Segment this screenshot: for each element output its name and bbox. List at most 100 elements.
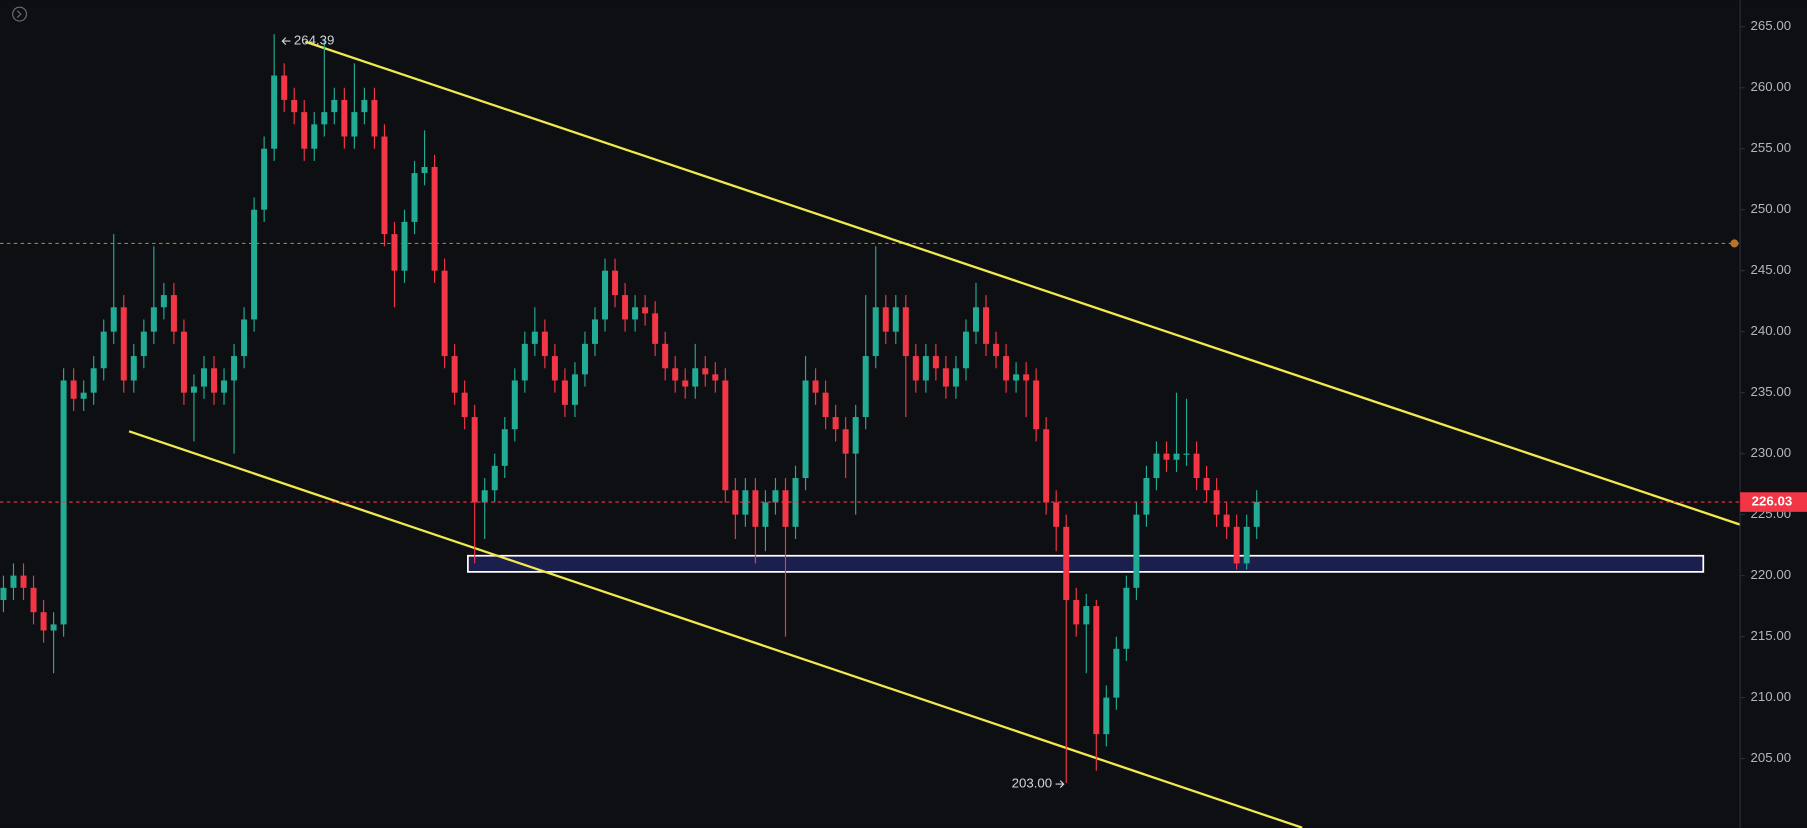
last-price-label: 226.03 bbox=[1752, 494, 1793, 509]
y-tick-label: 220.00 bbox=[1751, 567, 1792, 582]
candle-body bbox=[301, 112, 308, 149]
candle-body bbox=[80, 392, 87, 399]
candle-body bbox=[361, 99, 368, 113]
candle-body bbox=[802, 380, 809, 479]
candle-body bbox=[1133, 514, 1140, 588]
candle-body bbox=[722, 380, 729, 491]
candle-body bbox=[311, 124, 318, 149]
candle-body bbox=[251, 209, 258, 320]
candle-body bbox=[1233, 526, 1240, 564]
candle-body bbox=[341, 99, 348, 137]
candle-body bbox=[892, 307, 899, 332]
arrow-left bbox=[281, 37, 291, 45]
candle-body bbox=[531, 331, 538, 344]
y-tick-label: 265.00 bbox=[1751, 18, 1792, 33]
candle-body bbox=[962, 331, 969, 369]
candle-body bbox=[261, 148, 268, 210]
candle-body bbox=[110, 307, 117, 332]
candle-body bbox=[1223, 514, 1230, 527]
support-zone bbox=[467, 554, 1705, 573]
y-tick-label: 235.00 bbox=[1751, 384, 1792, 399]
candle-body bbox=[772, 490, 779, 503]
candle-body bbox=[20, 575, 27, 588]
candle-body bbox=[612, 270, 619, 296]
candle-body bbox=[170, 295, 177, 332]
candle-body bbox=[912, 356, 919, 381]
candle-body bbox=[642, 307, 649, 314]
candle-body bbox=[351, 112, 358, 137]
lower-trendline bbox=[128, 430, 1303, 828]
candle-body bbox=[591, 319, 598, 344]
candle-body bbox=[40, 612, 47, 631]
candle-body bbox=[922, 356, 929, 381]
candle-body bbox=[211, 368, 218, 393]
candle-body bbox=[1113, 648, 1120, 698]
candle-body bbox=[1053, 502, 1060, 527]
candle-body bbox=[140, 331, 147, 357]
candle-body bbox=[702, 368, 709, 375]
candle-body bbox=[551, 356, 558, 381]
candle-body bbox=[712, 374, 719, 381]
y-tick-label: 230.00 bbox=[1751, 445, 1792, 460]
candle-body bbox=[521, 343, 528, 381]
candle-body bbox=[381, 136, 388, 235]
candle-body bbox=[190, 386, 197, 393]
y-tick-label: 240.00 bbox=[1751, 323, 1792, 338]
candle-body bbox=[622, 295, 629, 320]
candle-body bbox=[1073, 600, 1080, 625]
candle-body bbox=[872, 307, 879, 357]
candle-body bbox=[401, 221, 408, 271]
candle-body bbox=[200, 368, 207, 387]
y-tick-label: 245.00 bbox=[1751, 262, 1792, 277]
candle-body bbox=[1043, 429, 1050, 503]
candle-body bbox=[762, 502, 769, 527]
alert-marker bbox=[1730, 239, 1739, 248]
candle-body bbox=[50, 624, 57, 631]
candle-body bbox=[1123, 587, 1130, 649]
last-price-box bbox=[1740, 492, 1807, 512]
candle-body bbox=[952, 368, 959, 387]
candle-body bbox=[431, 167, 438, 271]
candle-body bbox=[1033, 380, 1040, 430]
candle-body bbox=[281, 75, 288, 100]
candle-body bbox=[511, 380, 518, 430]
y-tick-label: 210.00 bbox=[1751, 689, 1792, 704]
candle-body bbox=[782, 490, 789, 527]
candle-body bbox=[120, 307, 127, 381]
candle-body bbox=[241, 319, 248, 357]
candle-body bbox=[1063, 526, 1070, 601]
candle-body bbox=[942, 368, 949, 387]
candle-body bbox=[632, 307, 639, 320]
candle-body bbox=[1003, 356, 1010, 381]
candle-body bbox=[541, 331, 548, 357]
candle-body bbox=[932, 356, 939, 369]
candle-body bbox=[481, 490, 488, 503]
candle-body bbox=[561, 380, 568, 405]
arrow-right bbox=[1055, 780, 1065, 788]
candle-body bbox=[461, 392, 468, 418]
candle-body bbox=[1163, 453, 1170, 460]
candle-body bbox=[662, 343, 669, 369]
candle-body bbox=[491, 465, 498, 491]
candle-body bbox=[130, 356, 137, 381]
candle-body bbox=[993, 343, 1000, 357]
drawings bbox=[0, 0, 1741, 828]
y-tick-label: 260.00 bbox=[1751, 79, 1792, 94]
candle-body bbox=[822, 392, 829, 418]
candle-body bbox=[231, 356, 238, 381]
candle-body bbox=[30, 587, 37, 613]
candle-body bbox=[581, 343, 588, 375]
collapse-button[interactable] bbox=[12, 6, 28, 22]
candle-body bbox=[842, 429, 849, 454]
candle-body bbox=[1143, 478, 1150, 515]
candle-body bbox=[1013, 374, 1020, 381]
candle-body bbox=[451, 356, 458, 393]
candle-body bbox=[331, 99, 338, 113]
candle-body bbox=[291, 99, 298, 113]
candle-body bbox=[100, 331, 107, 369]
candle-body bbox=[1153, 453, 1160, 479]
candle-body bbox=[1183, 453, 1190, 455]
y-tick-label: 255.00 bbox=[1751, 140, 1792, 155]
